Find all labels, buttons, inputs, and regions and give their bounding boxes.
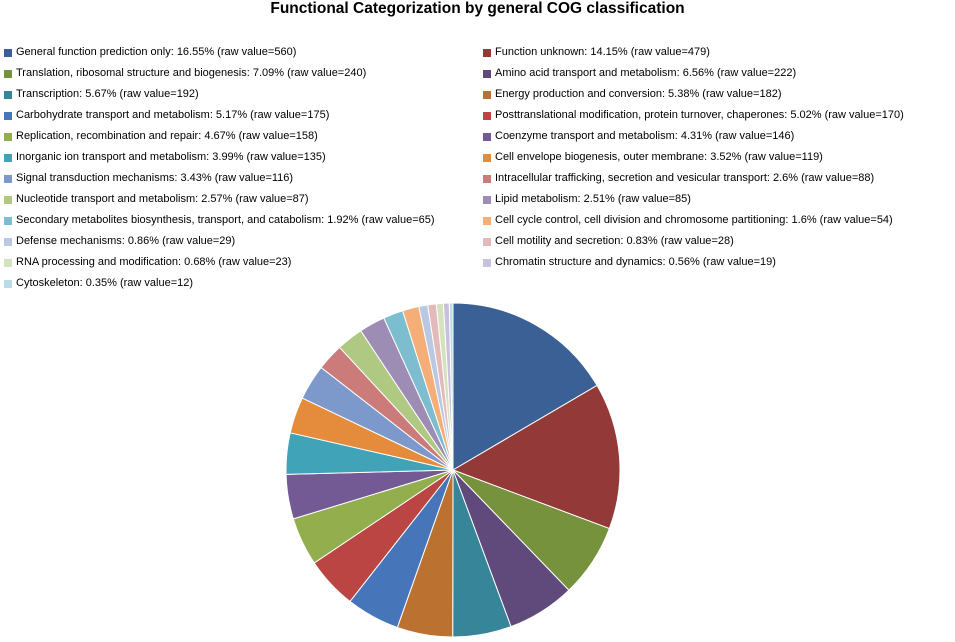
legend-item: General function prediction only: 16.55%… — [4, 42, 296, 63]
legend-label: Posttranslational modification, protein … — [495, 109, 904, 121]
pie-slice-12 — [301, 366, 454, 471]
legend-swatch — [4, 90, 12, 99]
legend-item: Function unknown: 14.15% (raw value=479) — [483, 42, 710, 63]
legend-swatch — [4, 174, 12, 183]
legend-item: Cell cycle control, cell division and ch… — [483, 210, 893, 231]
pie-slice-20 — [435, 302, 454, 471]
pie-slice-2 — [452, 469, 611, 591]
pie-slice-18 — [418, 304, 454, 471]
legend-item: Coenzyme transport and metabolism: 4.31%… — [483, 126, 794, 147]
chart-legend: General function prediction only: 16.55%… — [0, 42, 955, 302]
legend-item: Signal transduction mechanisms: 3.43% (r… — [4, 168, 293, 189]
pie-slice-17 — [402, 305, 454, 471]
legend-label: Chromatin structure and dynamics: 0.56% … — [495, 256, 776, 268]
pie-slice-19 — [427, 303, 454, 471]
legend-swatch — [483, 216, 491, 225]
legend-swatch — [483, 195, 491, 204]
legend-item: Defense mechanisms: 0.86% (raw value=29) — [4, 231, 235, 252]
legend-swatch — [483, 153, 491, 162]
legend-swatch — [483, 48, 491, 57]
legend-item: Nucleotide transport and metabolism: 2.5… — [4, 189, 309, 210]
legend-item: Intracellular trafficking, secretion and… — [483, 168, 874, 189]
legend-label: RNA processing and modification: 0.68% (… — [16, 256, 292, 268]
legend-swatch — [483, 258, 491, 267]
legend-item: Cell motility and secretion: 0.83% (raw … — [483, 231, 734, 252]
legend-swatch — [4, 195, 12, 204]
pie-slice-0 — [452, 302, 598, 471]
legend-item: Cell envelope biogenesis, outer membrane… — [483, 147, 823, 168]
legend-swatch — [4, 69, 12, 78]
pie-slice-6 — [349, 469, 454, 629]
legend-swatch — [483, 237, 491, 246]
legend-label: Energy production and conversion: 5.38% … — [495, 88, 782, 100]
legend-label: Defense mechanisms: 0.86% (raw value=29) — [16, 235, 236, 247]
legend-label: Function unknown: 14.15% (raw value=479) — [495, 46, 710, 58]
legend-swatch — [4, 111, 12, 120]
legend-swatch — [483, 90, 491, 99]
legend-label: Cell motility and secretion: 0.83% (raw … — [495, 235, 734, 247]
pie-slice-4 — [452, 469, 512, 638]
legend-swatch — [483, 174, 491, 183]
legend-swatch — [4, 153, 12, 162]
legend-swatch — [4, 258, 12, 267]
legend-label: Nucleotide transport and metabolism: 2.5… — [16, 193, 309, 205]
legend-label: Cell cycle control, cell division and ch… — [495, 214, 893, 226]
legend-item: Replication, recombination and repair: 4… — [4, 126, 318, 147]
legend-item: Energy production and conversion: 5.38% … — [483, 84, 781, 105]
legend-label: Cell envelope biogenesis, outer membrane… — [495, 151, 823, 163]
legend-label: Carbohydrate transport and metabolism: 5… — [16, 109, 330, 121]
legend-label: Cytoskeleton: 0.35% (raw value=12) — [16, 277, 194, 289]
legend-label: Translation, ribosomal structure and bio… — [16, 67, 367, 79]
pie-slice-22 — [448, 302, 454, 471]
pie-slice-21 — [442, 302, 454, 471]
legend-label: Inorganic ion transport and metabolism: … — [16, 151, 326, 163]
chart-title: Functional Categorization by general COG… — [270, 0, 685, 17]
pie-slice-5 — [396, 469, 454, 638]
legend-swatch — [483, 132, 491, 141]
legend-swatch — [483, 69, 491, 78]
pie-slice-16 — [383, 310, 454, 471]
legend-item: Translation, ribosomal structure and bio… — [4, 63, 366, 84]
legend-item: Lipid metabolism: 2.51% (raw value=85) — [483, 189, 691, 210]
legend-item: Inorganic ion transport and metabolism: … — [4, 147, 326, 168]
pie-slice-3 — [452, 469, 570, 628]
pie-slice-1 — [451, 384, 621, 530]
legend-label: Amino acid transport and metabolism: 6.5… — [495, 67, 797, 79]
legend-label: Transcription: 5.67% (raw value=192) — [16, 88, 199, 100]
legend-item: Carbohydrate transport and metabolism: 5… — [4, 105, 329, 126]
legend-label: Signal transduction mechanisms: 3.43% (r… — [16, 172, 294, 184]
legend-label: General function prediction only: 16.55%… — [16, 46, 297, 58]
legend-item: Chromatin structure and dynamics: 0.56% … — [483, 252, 776, 273]
legend-swatch — [4, 216, 12, 225]
legend-label: Coenzyme transport and metabolism: 4.31%… — [495, 130, 795, 142]
legend-label: Lipid metabolism: 2.51% (raw value=85) — [495, 193, 691, 205]
pie-slice-15 — [360, 317, 454, 471]
legend-swatch — [4, 48, 12, 57]
legend-item: Cytoskeleton: 0.35% (raw value=12) — [4, 273, 193, 294]
legend-item: Amino acid transport and metabolism: 6.5… — [483, 63, 796, 84]
pie-slice-8 — [292, 469, 454, 564]
legend-swatch — [483, 111, 491, 120]
legend-item: Transcription: 5.67% (raw value=192) — [4, 84, 199, 105]
legend-item: Posttranslational modification, protein … — [483, 105, 904, 126]
legend-swatch — [4, 237, 12, 246]
pie-slice-9 — [285, 469, 454, 520]
legend-swatch — [4, 132, 12, 141]
legend-swatch — [4, 279, 12, 288]
pie-slice-14 — [338, 330, 454, 471]
legend-label: Intracellular trafficking, secretion and… — [495, 172, 875, 184]
pie-slice-10 — [285, 432, 454, 475]
legend-item: Secondary metabolites biosynthesis, tran… — [4, 210, 435, 231]
pie-slice-11 — [289, 397, 454, 471]
pie-slice-13 — [320, 346, 454, 471]
legend-label: Secondary metabolites biosynthesis, tran… — [16, 214, 435, 226]
legend-item: RNA processing and modification: 0.68% (… — [4, 252, 291, 273]
legend-label: Replication, recombination and repair: 4… — [16, 130, 318, 142]
pie-slice-7 — [313, 469, 454, 603]
